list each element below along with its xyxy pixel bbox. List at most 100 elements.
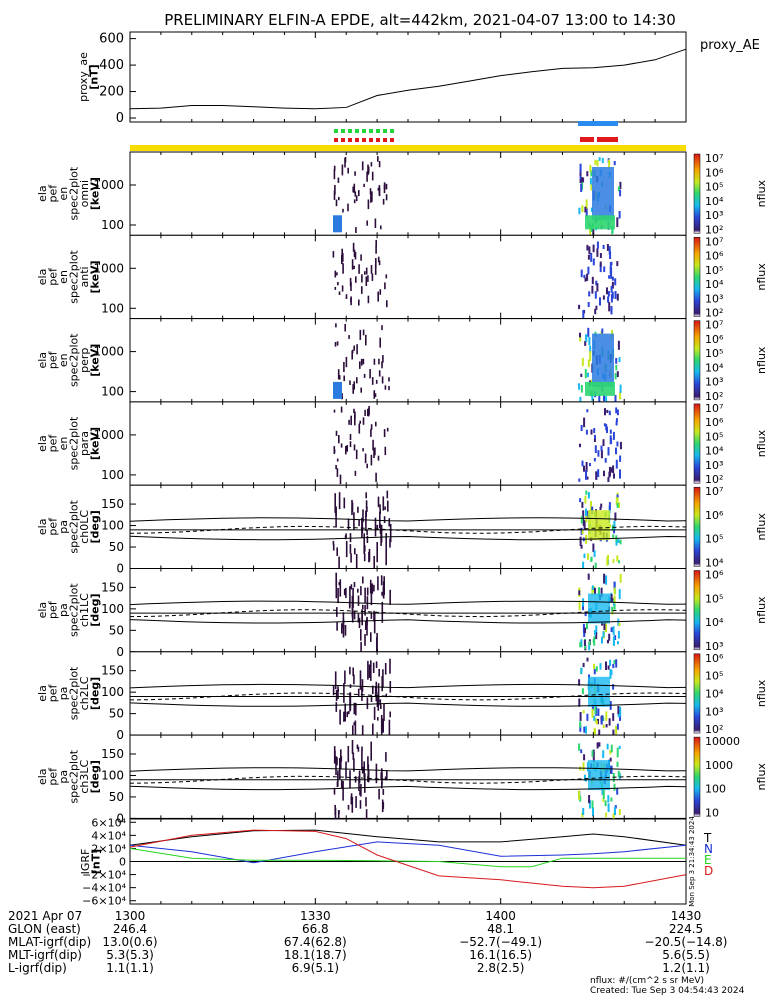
ylabel-line: ela	[36, 435, 49, 452]
spectrogram-streak	[349, 277, 352, 287]
spectrogram-pixel	[582, 561, 585, 572]
footer-row-value: 48.1	[487, 922, 515, 936]
spectrogram-streak	[355, 276, 357, 283]
ylabel-line: pa	[57, 770, 70, 784]
spectrogram-streak	[343, 588, 346, 596]
ylabel-line: pa	[57, 603, 70, 617]
spectrogram-streak	[366, 535, 369, 543]
ylabel-line: spec2plot	[67, 749, 80, 803]
spectrogram-pixel	[585, 490, 588, 495]
spectrogram-pixel	[609, 266, 612, 275]
spectrogram-streak	[335, 199, 338, 207]
footer-row-value: 5.3(5.3)	[106, 948, 154, 962]
spectrogram-streak	[332, 251, 335, 258]
spectrogram-pixel	[583, 417, 586, 428]
colorbar-tick-label: 10⁷	[705, 235, 723, 248]
spectrogram-streak	[338, 196, 340, 201]
spectrogram-pixel	[578, 698, 581, 707]
spectrogram-streak	[355, 796, 357, 808]
spectrogram-streak	[378, 161, 381, 168]
spectrogram-pixel	[579, 721, 582, 728]
spectrogram-pixel	[595, 720, 598, 725]
spectrogram-streak	[380, 704, 382, 709]
spectrogram-pixel	[616, 217, 619, 228]
ylabel-line: ch2LC	[78, 676, 91, 710]
spectrogram-pixel	[601, 788, 604, 795]
spectrogram-streak	[349, 441, 352, 448]
spectrogram-pixel	[589, 165, 592, 172]
spectrogram-streak	[353, 183, 356, 193]
spectrogram-pixel	[604, 800, 607, 807]
ylabel-line: spec2plot	[67, 333, 80, 387]
spectrogram-pixel	[602, 798, 605, 802]
spectrogram-streak	[366, 697, 369, 710]
spectrogram-streak	[333, 190, 336, 200]
spectrogram-pixel	[616, 409, 619, 416]
ylabel-line: pef	[46, 184, 59, 203]
spectrogram-streak	[373, 358, 376, 365]
spectrogram-pixel	[605, 724, 608, 728]
spectrogram-pixel	[608, 718, 611, 726]
spectrogram-pixel	[618, 560, 621, 564]
colorbar-label: nflux	[755, 263, 768, 291]
spectrogram-pixel	[608, 633, 611, 641]
spectrogram-pixel	[609, 262, 612, 268]
spectrogram-streak	[344, 625, 347, 636]
spectrogram-pixel	[606, 244, 609, 251]
spectrogram-streak	[370, 741, 372, 761]
spectrogram-pixel	[581, 460, 584, 467]
spectrogram-streak	[365, 492, 367, 499]
spectrogram-pixel	[586, 409, 589, 413]
spectrogram-streak	[349, 666, 351, 675]
spectrogram-pixel	[597, 718, 599, 725]
colorbar-tick-label: 10²	[705, 723, 723, 736]
spectrogram-streak	[367, 756, 369, 769]
spectrogram-streak	[380, 525, 383, 543]
spectrogram-streak	[356, 377, 358, 384]
spectrogram-streak	[350, 298, 352, 302]
ylabel-line: spec2plot	[67, 166, 80, 220]
spectrogram-streak	[381, 772, 383, 785]
spectrogram-streak	[381, 325, 383, 331]
spectrogram-pixel	[579, 332, 581, 338]
ylabel-line: spec2plot	[67, 416, 80, 470]
colorbar-tick-label: 10⁶	[705, 569, 724, 582]
spectrogram-pixel	[603, 423, 606, 427]
spectrogram-streak	[375, 681, 378, 702]
footer-row-value: 1.2(1.1)	[662, 961, 710, 975]
spectrogram-pixel	[580, 639, 583, 648]
spectrogram-pixel	[598, 157, 601, 161]
spectrogram-streak	[386, 490, 389, 499]
spectrogram-pixel	[618, 357, 621, 363]
ylabel-line: pa	[57, 520, 70, 534]
ae-y-tick-label: 0	[116, 111, 124, 126]
colorbar-tick-label: 10⁴	[705, 445, 724, 458]
colorbar-tick-label: 10⁵	[705, 533, 723, 546]
spectrogram-streak	[366, 616, 368, 636]
colorbar-label: nflux	[755, 179, 768, 207]
spectrogram-streak	[353, 381, 355, 390]
spectrogram-streak	[375, 258, 377, 268]
spectrogram-pixel	[580, 516, 583, 524]
ae-frame	[129, 31, 687, 123]
spectrogram-pixel	[614, 278, 617, 286]
spectrogram-streak	[377, 156, 379, 162]
spectrogram-streak	[371, 273, 374, 281]
spectrogram-streak	[377, 576, 379, 591]
spectrogram-pixel	[619, 706, 622, 717]
spectrogram-pixel	[618, 809, 621, 816]
spectrogram-pixel	[599, 506, 602, 510]
spectrogram-streak	[356, 344, 358, 355]
spectrogram-pixel	[599, 253, 602, 258]
spectrogram-pixel	[590, 557, 593, 562]
igrf-series-T	[129, 829, 687, 846]
spectrogram-streak	[361, 161, 364, 171]
spectrogram-pixel	[619, 469, 621, 479]
spectrogram-pixel	[592, 258, 595, 266]
spectrogram-streak	[375, 661, 378, 668]
spectrogram-pixel	[614, 635, 617, 640]
spectrogram-streak	[354, 720, 357, 740]
spectrogram-streak	[358, 776, 360, 791]
spectrogram-blob	[588, 760, 610, 791]
spectrogram-streak	[352, 186, 354, 193]
